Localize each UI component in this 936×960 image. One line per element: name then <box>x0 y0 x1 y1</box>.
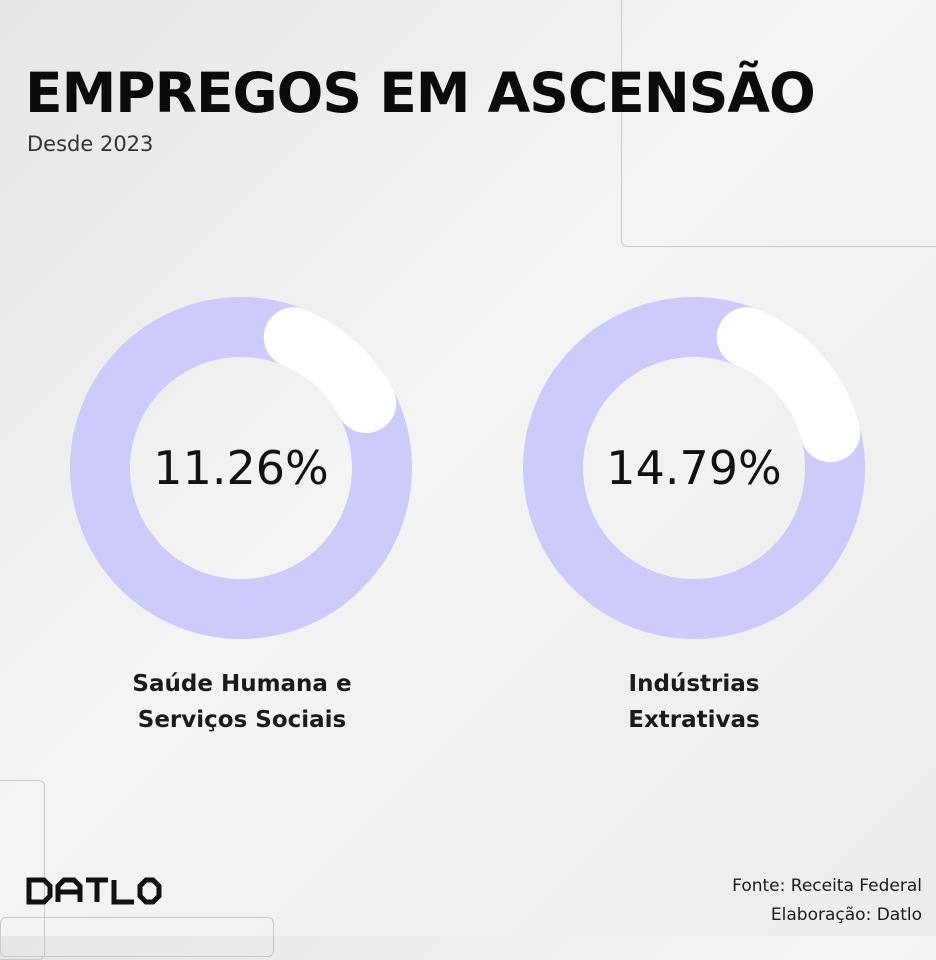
category-label-1-line-1: Saúde Humana e <box>132 671 352 697</box>
donut-2-value-label: 14.79% <box>606 441 781 495</box>
page-title: EMPREGOS EM ASCENSÃO <box>25 61 816 125</box>
donut-1-segment <box>70 297 412 639</box>
category-label-1: Saúde Humana e Serviços Sociais <box>92 666 392 738</box>
datlo-logo <box>26 877 162 909</box>
page-subtitle: Desde 2023 <box>27 132 154 156</box>
credits: Fonte: Receita Federal Elaboração: Datlo <box>732 872 922 930</box>
donut-2-segment <box>523 297 865 639</box>
donut-charts: 11.26% 14.79% <box>70 297 865 639</box>
credit-text: Elaboração: Datlo <box>770 905 922 925</box>
source-text: Fonte: Receita Federal <box>732 876 922 896</box>
category-label-1-line-2: Serviços Sociais <box>137 707 347 733</box>
datlo-logo-mark <box>26 877 162 905</box>
donut-1-value-label: 11.26% <box>153 441 328 495</box>
donut-1: 11.26% <box>70 297 412 639</box>
category-label-2-line-2: Extrativas <box>628 707 760 733</box>
decorative-frame-top-right <box>621 0 936 247</box>
category-label-2-line-1: Indústrias <box>628 671 760 697</box>
donut-2-ring <box>523 297 865 639</box>
donut-2: 14.79% <box>523 297 865 639</box>
donut-1-ring <box>70 297 412 639</box>
category-label-2: Indústrias Extrativas <box>544 666 844 738</box>
